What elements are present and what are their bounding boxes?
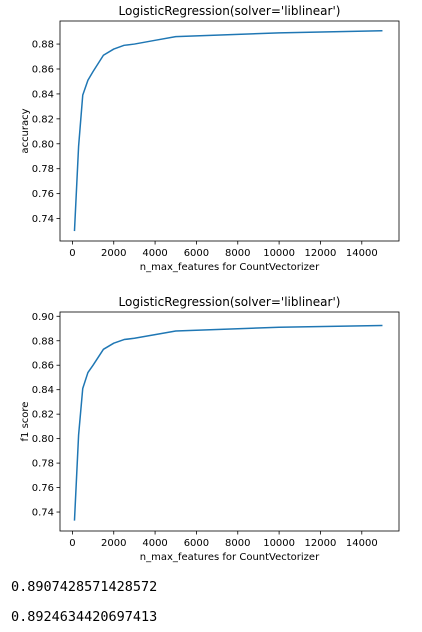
chart1-series-line bbox=[73, 29, 383, 232]
chart2-ytick-label: 0.88 bbox=[32, 336, 54, 347]
chart1-ylabel: accuracy bbox=[20, 108, 31, 153]
chart2-ylabel: f1 score bbox=[20, 402, 31, 442]
output-f1-value: 0.8924634420697413 bbox=[11, 609, 158, 625]
chart1-ytick-label: 0.80 bbox=[32, 139, 54, 150]
chart2-ytick-label: 0.82 bbox=[32, 410, 54, 421]
chart2-ytick-label: 0.90 bbox=[32, 312, 54, 323]
chart1-xtick-label: 10000 bbox=[263, 248, 295, 259]
chart1-ytick-label: 0.88 bbox=[32, 40, 54, 51]
chart2-ytick-label: 0.84 bbox=[32, 385, 54, 396]
chart1-xtick-label: 0 bbox=[69, 248, 75, 259]
chart2-title: LogisticRegression(solver='liblinear') bbox=[119, 295, 341, 309]
chart2-ytick-label: 0.80 bbox=[32, 434, 54, 445]
chart1-ytick-label: 0.86 bbox=[32, 64, 54, 75]
chart2-ytick-label: 0.76 bbox=[32, 483, 54, 494]
chart1-axes-frame bbox=[59, 20, 400, 242]
chart1-xtick-label: 14000 bbox=[346, 248, 378, 259]
chart1-xtick-label: 4000 bbox=[142, 248, 167, 259]
chart2-xlabel: n_max_features for CountVectorizer bbox=[140, 552, 320, 563]
chart1-xtick-label: 6000 bbox=[184, 248, 209, 259]
chart2-xtick-label: 4000 bbox=[142, 538, 167, 549]
chart2-xtick-label: 8000 bbox=[225, 538, 250, 549]
output-accuracy-value: 0.8907428571428572 bbox=[11, 579, 158, 595]
chart2-axes-frame bbox=[59, 311, 400, 532]
chart1-title: LogisticRegression(solver='liblinear') bbox=[119, 4, 341, 18]
chart1-ytick-label: 0.74 bbox=[32, 214, 54, 225]
chart1-ytick-label: 0.84 bbox=[32, 89, 54, 100]
figure: LogisticRegression(solver='liblinear') 0 2… bbox=[20, 4, 400, 563]
chart2-xtick-label: 12000 bbox=[305, 538, 337, 549]
chart2-ytick-label: 0.86 bbox=[32, 361, 54, 372]
chart1-xtick-label: 8000 bbox=[225, 248, 250, 259]
chart2-xtick-label: 6000 bbox=[184, 538, 209, 549]
chart1-xtick-label: 2000 bbox=[101, 248, 126, 259]
chart2-series-line bbox=[73, 324, 383, 521]
chart1-ytick-label: 0.76 bbox=[32, 189, 54, 200]
chart2-xtick-label: 0 bbox=[69, 538, 75, 549]
chart1-ytick-label: 0.82 bbox=[32, 114, 54, 125]
chart1-xtick-label: 12000 bbox=[305, 248, 337, 259]
chart2-xtick-label: 2000 bbox=[101, 538, 126, 549]
chart2-xtick-label: 10000 bbox=[263, 538, 295, 549]
chart2-ytick-label: 0.74 bbox=[32, 508, 54, 519]
chart2-ytick-label: 0.78 bbox=[32, 459, 54, 470]
chart1-ytick-label: 0.78 bbox=[32, 164, 54, 175]
chart1-xlabel: n_max_features for CountVectorizer bbox=[140, 262, 320, 273]
chart2-xtick-label: 14000 bbox=[346, 538, 378, 549]
